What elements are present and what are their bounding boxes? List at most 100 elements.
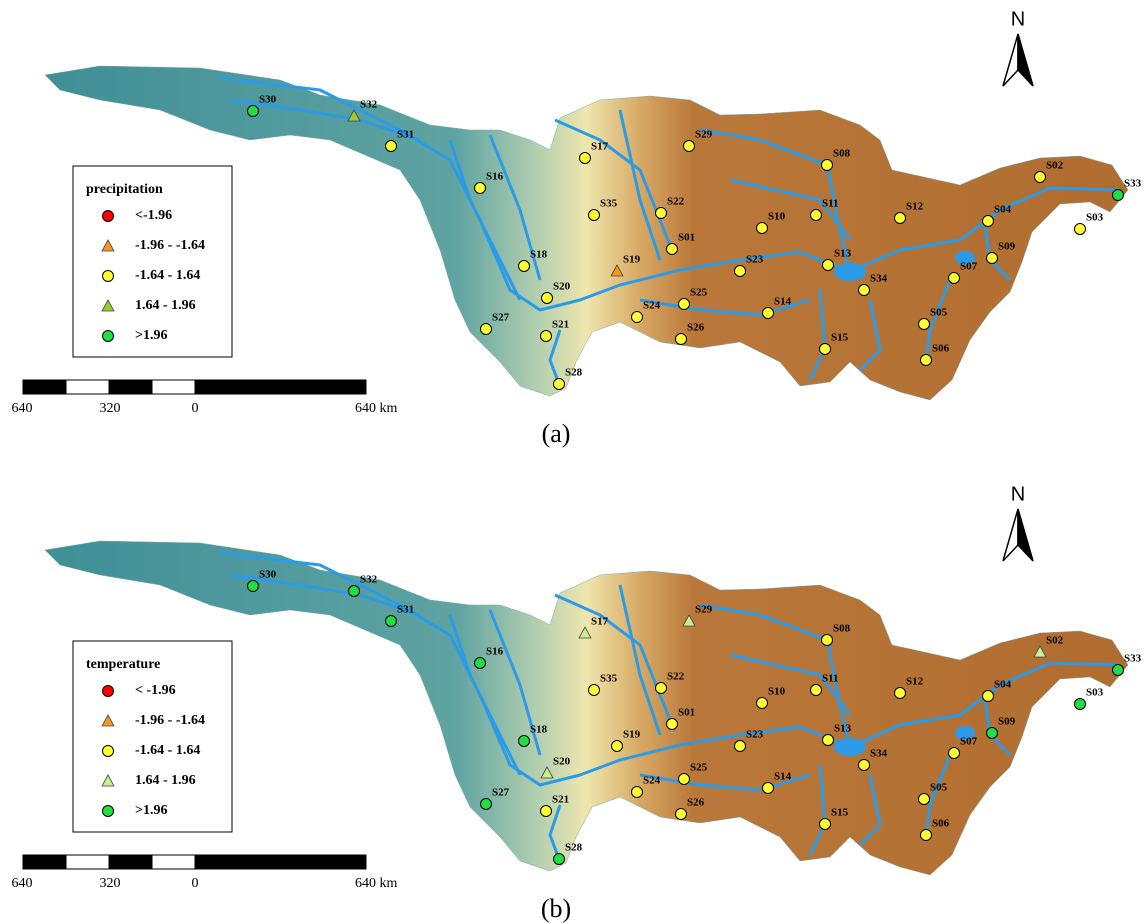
scale-label: 640 <box>12 876 33 891</box>
station-marker <box>667 719 678 730</box>
station-label: S23 <box>746 729 764 741</box>
station-label: S33 <box>1124 653 1142 665</box>
north-label: N <box>1011 483 1025 505</box>
station-label: S16 <box>486 171 504 183</box>
station-marker <box>676 809 687 820</box>
north-arrow <box>1018 34 1033 86</box>
station-marker <box>541 331 552 342</box>
station-label: S24 <box>643 775 661 787</box>
station-marker <box>895 213 906 224</box>
station-label: S27 <box>492 312 510 324</box>
station-marker <box>820 344 831 355</box>
station-label: S19 <box>623 729 641 741</box>
station-marker <box>757 223 768 234</box>
station-label: S35 <box>600 673 618 685</box>
station-marker <box>248 581 259 592</box>
station-label: S07 <box>960 736 978 748</box>
station-marker <box>519 261 530 272</box>
scale-label: 320 <box>100 876 121 891</box>
legend-symbol <box>103 331 114 342</box>
station-marker <box>679 299 690 310</box>
station-label: S10 <box>768 211 786 223</box>
scale-label: 640 km <box>355 876 398 891</box>
station-label: S02 <box>1046 160 1064 172</box>
station-label: S04 <box>994 204 1012 216</box>
station-label: S01 <box>678 232 695 244</box>
station-label: S20 <box>553 756 571 768</box>
station-marker <box>475 183 486 194</box>
station-marker <box>676 334 687 345</box>
station-label: S30 <box>259 569 277 581</box>
station-label: S28 <box>565 367 583 379</box>
scale-bar-segment <box>23 380 66 394</box>
station-marker <box>632 312 643 323</box>
station-label: S34 <box>870 748 888 760</box>
north-arrow <box>1018 509 1033 561</box>
station-marker <box>735 266 746 277</box>
station-label: S23 <box>746 254 764 266</box>
station-label: S06 <box>932 818 950 830</box>
station-marker <box>949 273 960 284</box>
station-marker <box>656 683 667 694</box>
station-marker <box>612 741 623 752</box>
north-label: N <box>1011 8 1025 30</box>
station-label: S28 <box>565 842 583 854</box>
station-label: S18 <box>530 724 548 736</box>
station-marker <box>983 216 994 227</box>
scale-label: 640 <box>12 401 33 416</box>
station-label: S35 <box>600 198 618 210</box>
station-label: S24 <box>643 300 661 312</box>
station-label: S26 <box>687 797 705 809</box>
station-label: S15 <box>831 332 849 344</box>
legend-label: -1.64 - 1.64 <box>135 268 200 283</box>
station-label: S25 <box>690 287 708 299</box>
legend-label: >1.96 <box>135 803 167 818</box>
station-marker <box>481 324 492 335</box>
station-label: S15 <box>831 807 849 819</box>
station-marker <box>921 355 932 366</box>
station-marker <box>554 854 565 865</box>
station-marker <box>349 586 360 597</box>
station-marker <box>820 819 831 830</box>
station-label: S09 <box>998 241 1016 253</box>
station-marker <box>248 106 259 117</box>
station-marker <box>542 293 553 304</box>
scale-bar-segment <box>152 855 195 869</box>
legend-title: precipitation <box>86 182 163 197</box>
station-marker <box>822 160 833 171</box>
station-label: S13 <box>834 723 852 735</box>
station-marker <box>519 736 530 747</box>
station-marker <box>589 685 600 696</box>
station-marker <box>656 208 667 219</box>
legend-label: -1.96 - -1.64 <box>135 713 205 728</box>
station-marker <box>822 635 833 646</box>
station-marker <box>679 774 690 785</box>
station-label: S08 <box>833 623 851 635</box>
station-marker <box>589 210 600 221</box>
lake <box>834 263 866 281</box>
station-label: S13 <box>834 248 852 260</box>
station-marker <box>859 285 870 296</box>
station-marker <box>987 728 998 739</box>
legend-label: >1.96 <box>135 328 167 343</box>
legend-symbol <box>103 746 114 757</box>
station-label: S03 <box>1086 687 1104 699</box>
station-marker <box>481 799 492 810</box>
station-label: S31 <box>397 129 414 141</box>
station-marker <box>580 153 591 164</box>
station-marker <box>919 794 930 805</box>
legend-label: < -1.96 <box>135 683 176 698</box>
station-label: S32 <box>360 574 378 586</box>
station-label: S30 <box>259 94 277 106</box>
station-label: S17 <box>591 141 609 153</box>
station-label: S10 <box>768 686 786 698</box>
station-label: S25 <box>690 762 708 774</box>
station-label: S11 <box>822 673 839 685</box>
legend-label: 1.64 - 1.96 <box>135 298 196 313</box>
station-marker <box>475 658 486 669</box>
station-label: S27 <box>492 787 510 799</box>
station-marker <box>554 379 565 390</box>
station-marker <box>763 783 774 794</box>
station-label: S07 <box>960 261 978 273</box>
